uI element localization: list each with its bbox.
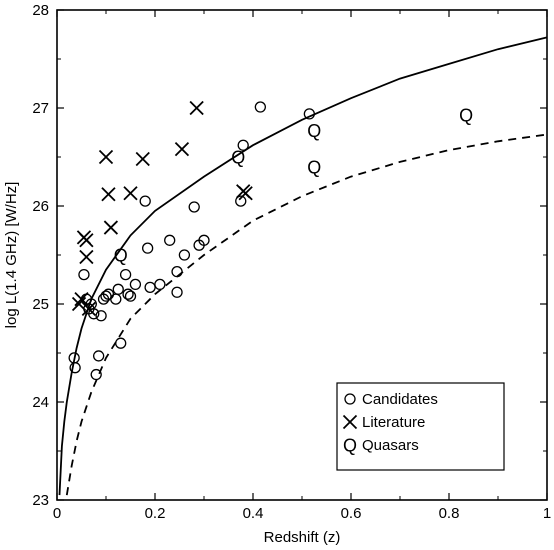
Q-point: Q [307, 157, 321, 177]
circle-point [171, 266, 183, 278]
circle-point [144, 281, 156, 293]
cross-point [103, 220, 119, 235]
circle-point [124, 290, 137, 302]
circle-point [178, 249, 191, 261]
circle-point [69, 362, 81, 374]
circle-point [115, 337, 127, 349]
cross-stroke [101, 187, 116, 202]
cross-point [174, 142, 190, 157]
circle-point [164, 234, 176, 246]
circle-point [139, 195, 151, 207]
circle-point [303, 108, 316, 120]
circle-point [235, 195, 247, 207]
Q-point: Q [459, 105, 473, 125]
legend-box [336, 382, 505, 471]
x-tick-label: 0.2 [145, 505, 166, 522]
ticks-layer: 0 0.2 0.4 0.6 0.8 1 23 24 25 26 27 28 [32, 2, 551, 522]
circle-point [254, 101, 267, 113]
circle-point [110, 293, 122, 305]
cross-stroke [74, 291, 89, 307]
cross-point [135, 151, 150, 167]
legend-marker-circle [344, 393, 356, 405]
Q-point: Q [307, 121, 321, 141]
x-tick-label: 0.4 [243, 505, 264, 522]
legend-label: Literature [362, 414, 425, 431]
cross-stroke [123, 186, 138, 201]
cross-stroke [189, 100, 204, 116]
cross-point [71, 296, 87, 312]
circle-point [188, 201, 200, 213]
cross-point [123, 186, 138, 201]
circle-point [171, 286, 183, 298]
circle-point [95, 310, 107, 322]
curves-layer [58, 36, 548, 496]
cross-stroke [238, 186, 253, 201]
cross-stroke [71, 296, 87, 312]
cross-stroke [79, 249, 94, 265]
dashed-curve [65, 133, 548, 496]
x-axis-label: Redshift (z) [264, 529, 341, 546]
cross-stroke [103, 220, 119, 235]
cross-stroke [174, 142, 190, 157]
cross-point [81, 301, 96, 317]
legend-marker-Q: Q [343, 436, 357, 456]
circle-point [88, 308, 100, 320]
y-tick-label: 28 [32, 2, 49, 19]
x-tick-label: 0.6 [341, 505, 362, 522]
circle-point [90, 368, 102, 381]
cross-stroke [79, 233, 94, 248]
y-tick-label: 27 [32, 100, 49, 117]
y-tick-label: 23 [32, 492, 49, 509]
circle-point [119, 268, 132, 281]
circle-point [93, 350, 105, 362]
cross-point [79, 233, 94, 248]
circle-point [198, 234, 210, 246]
circle-point [237, 139, 249, 151]
cross-stroke [81, 301, 96, 317]
x-tick-label: 0 [53, 505, 61, 522]
cross-stroke [342, 414, 358, 430]
cross-point [101, 187, 116, 202]
solid-curve [58, 36, 548, 496]
legend: Candidates Literature Q Quasars [336, 382, 505, 471]
y-tick-label: 25 [32, 296, 49, 313]
cross-point [98, 149, 114, 165]
circle-point [112, 283, 124, 295]
cross-point [79, 249, 94, 265]
Q-point: Q [231, 148, 245, 168]
y-tick-label: 24 [32, 394, 49, 411]
circle-point [154, 278, 166, 291]
legend-label: Candidates [362, 391, 438, 408]
circle-point [122, 288, 134, 300]
legend-label: Quasars [362, 437, 419, 454]
cross-point [238, 186, 253, 201]
cross-point [189, 100, 204, 116]
cross-point [74, 291, 89, 307]
x-tick-label: 0.8 [439, 505, 460, 522]
y-tick-label: 26 [32, 198, 49, 215]
cross-stroke [135, 151, 150, 167]
y-axis-label: log L(1.4 GHz) [W/Hz] [3, 182, 20, 329]
circle-point [141, 242, 154, 254]
cross-stroke [98, 149, 114, 165]
circle-point [78, 268, 90, 281]
circle-point [129, 278, 142, 291]
x-tick-label: 1 [543, 505, 551, 522]
Q-point: Q [114, 246, 128, 266]
legend-marker-cross [342, 414, 358, 430]
